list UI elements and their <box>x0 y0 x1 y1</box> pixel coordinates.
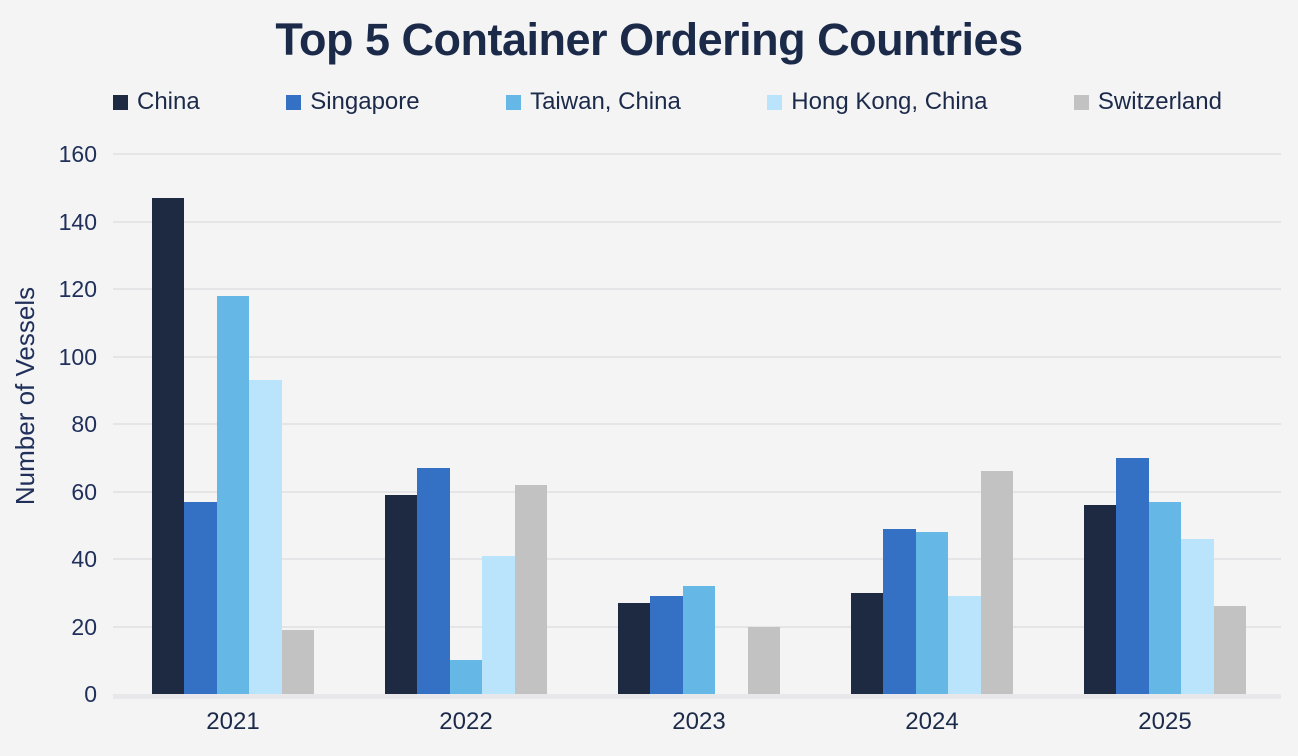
gridline <box>113 288 1281 290</box>
bar-2021-singapore <box>184 501 217 694</box>
y-tick-label: 160 <box>58 141 97 167</box>
legend-label: Taiwan, China <box>530 88 681 115</box>
legend-swatch <box>1073 94 1089 110</box>
legend-item: Switzerland <box>1073 88 1222 116</box>
y-tick-label: 120 <box>58 276 97 302</box>
legend-item: China <box>113 88 200 116</box>
bar-2024-singapore <box>883 528 916 694</box>
legend-label: China <box>137 88 200 115</box>
bar-2023-taiwan-china <box>682 586 716 694</box>
bar-2022-switzerland <box>514 484 548 694</box>
y-tick-label: 20 <box>71 613 97 640</box>
gridline <box>113 490 1281 493</box>
bar-2021-taiwan-china <box>216 295 250 694</box>
bar-2022-hong-kong-china <box>482 555 515 694</box>
x-tick-label: 2024 <box>905 708 959 735</box>
legend-label: Switzerland <box>1097 88 1222 115</box>
gridline <box>113 355 1281 358</box>
bar-2024-china <box>850 592 884 694</box>
y-tick-label: 80 <box>71 411 97 437</box>
gridline <box>113 423 1281 425</box>
y-tick-label: 40 <box>71 546 97 572</box>
y-tick-label: 100 <box>58 343 97 370</box>
y-tick-label: 140 <box>58 208 97 235</box>
gridline <box>113 153 1281 155</box>
bar-2023-singapore <box>650 596 683 694</box>
bar-2024-hong-kong-china <box>948 596 981 694</box>
bar-2025-taiwan-china <box>1148 501 1182 694</box>
y-tick-label: 0 <box>84 681 97 707</box>
legend-swatch <box>506 94 522 110</box>
bar-2025-china <box>1083 505 1117 694</box>
legend-swatch <box>286 94 302 110</box>
x-tick-label: 2025 <box>1138 708 1192 735</box>
bar-2025-hong-kong-china <box>1181 538 1214 694</box>
bar-2022-china <box>384 494 418 694</box>
y-tick-label: 60 <box>71 478 97 505</box>
bar-2021-china <box>151 197 185 694</box>
legend: China Singapore Taiwan, China Hong Kong, Ch… <box>113 88 1222 116</box>
bar-2025-switzerland <box>1213 606 1247 694</box>
bar-2021-hong-kong-china <box>249 380 282 694</box>
bar-2024-switzerland <box>980 471 1014 694</box>
legend-item: Taiwan, China <box>506 88 681 116</box>
bar-2022-taiwan-china <box>449 660 483 694</box>
bar-2023-china <box>617 602 651 694</box>
x-tick-label: 2023 <box>672 708 726 735</box>
legend-item: Hong Kong, China <box>767 88 987 116</box>
legend-swatch <box>113 94 128 110</box>
bar-2021-switzerland <box>281 629 315 694</box>
gridline <box>113 558 1281 560</box>
legend-label: Singapore <box>310 88 420 115</box>
x-axis-baseline <box>113 694 1281 699</box>
legend-item: Singapore <box>286 88 420 116</box>
bar-2022-singapore <box>417 467 450 694</box>
bar-2023-switzerland <box>747 626 781 694</box>
x-tick-label: 2021 <box>206 708 260 735</box>
legend-swatch <box>767 94 783 110</box>
legend-label: Hong Kong, China <box>791 88 988 115</box>
bar-2025-singapore <box>1116 457 1149 694</box>
bar-2024-taiwan-china <box>915 532 949 694</box>
chart-title: Top 5 Container Ordering Countries <box>275 14 1023 65</box>
x-tick-label: 2022 <box>439 708 493 735</box>
gridline <box>113 220 1281 223</box>
y-axis-title: Number of Vessels <box>10 286 40 506</box>
